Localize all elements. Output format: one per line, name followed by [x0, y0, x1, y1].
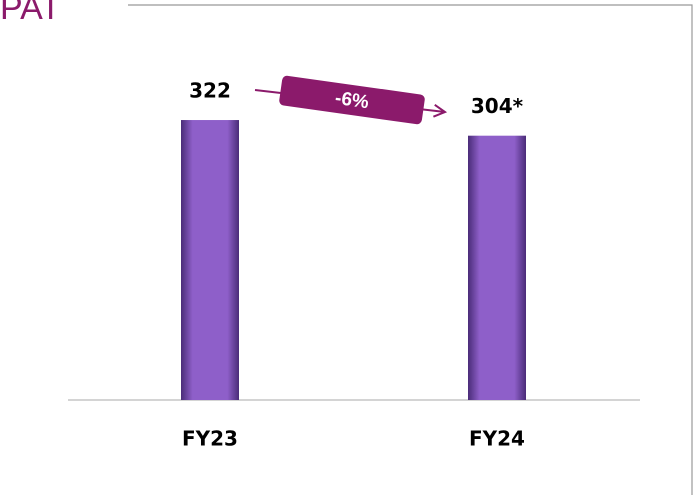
chart-title: PAT — [0, 0, 61, 27]
badge-box — [279, 75, 425, 125]
value-label: 322 — [189, 79, 231, 103]
value-label: 304* — [471, 94, 524, 118]
bar — [181, 120, 239, 401]
x-tick-label: FY24 — [469, 427, 525, 451]
annotation: -6% — [334, 88, 370, 114]
change-badge: -6% — [279, 75, 425, 125]
frame — [128, 4, 693, 495]
bar — [468, 135, 526, 400]
x-tick-label: FY23 — [182, 427, 238, 451]
